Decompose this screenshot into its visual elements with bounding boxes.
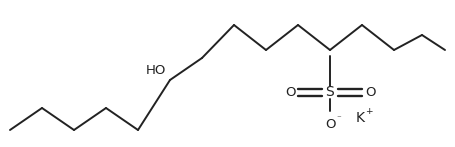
Text: +: + xyxy=(365,106,373,116)
Text: O: O xyxy=(365,86,375,98)
Text: O: O xyxy=(325,118,335,132)
Text: ⁻: ⁻ xyxy=(337,115,341,123)
Text: O: O xyxy=(285,86,295,98)
Text: K: K xyxy=(355,111,364,125)
Text: S: S xyxy=(326,85,334,99)
Text: HO: HO xyxy=(146,64,166,77)
